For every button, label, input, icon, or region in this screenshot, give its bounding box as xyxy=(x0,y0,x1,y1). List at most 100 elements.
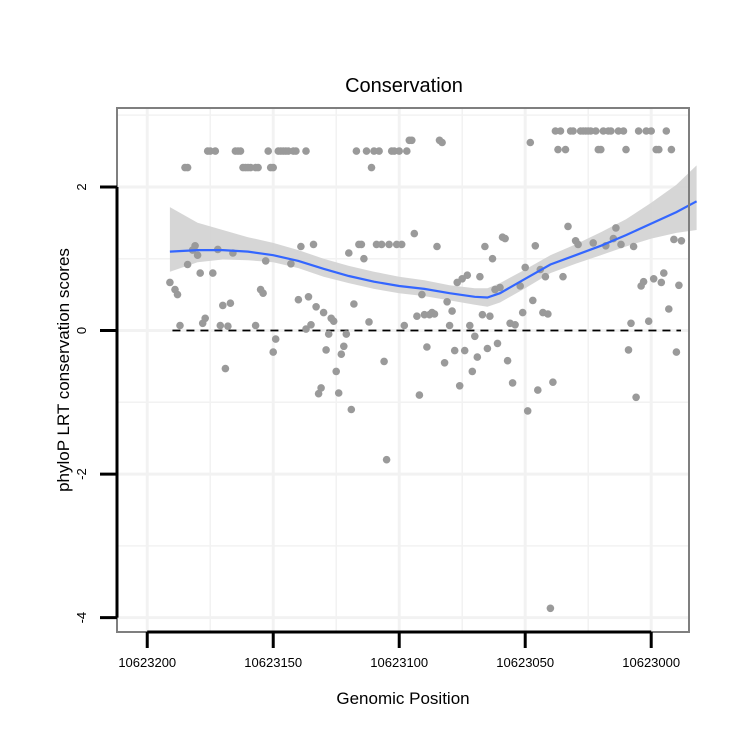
data-point xyxy=(183,163,192,172)
data-point xyxy=(556,127,565,135)
data-point xyxy=(287,260,295,268)
data-point xyxy=(597,145,605,154)
data-point xyxy=(166,278,174,287)
data-point xyxy=(544,310,552,318)
data-point xyxy=(357,240,366,249)
data-point xyxy=(503,356,512,365)
y-axis-title: phyloP LRT conservation scores xyxy=(54,248,73,492)
data-point xyxy=(455,382,464,390)
data-point xyxy=(589,239,597,247)
data-point xyxy=(501,234,509,243)
data-point xyxy=(466,321,474,330)
data-point xyxy=(592,127,600,135)
data-point xyxy=(342,330,351,338)
data-point xyxy=(413,312,421,321)
data-point xyxy=(347,405,356,414)
data-point xyxy=(345,249,353,257)
data-point xyxy=(312,303,320,311)
data-point xyxy=(173,290,182,299)
y-tick-label: -2 xyxy=(74,468,89,480)
data-point xyxy=(672,348,681,356)
data-point xyxy=(481,242,489,251)
data-point xyxy=(418,290,426,299)
data-point xyxy=(627,319,635,328)
data-point xyxy=(516,282,524,290)
data-point xyxy=(526,138,535,147)
data-point xyxy=(251,321,260,330)
y-tick-label: 2 xyxy=(74,183,89,190)
data-point xyxy=(294,295,303,304)
data-point xyxy=(665,305,673,313)
data-point xyxy=(496,283,504,292)
x-tick-label: 10623200 xyxy=(118,655,176,670)
data-point xyxy=(629,242,638,251)
data-point xyxy=(334,389,343,397)
data-point xyxy=(569,127,577,135)
data-point xyxy=(191,242,199,250)
data-point xyxy=(183,260,192,269)
data-point xyxy=(531,242,540,250)
data-point xyxy=(264,147,273,155)
data-point xyxy=(564,222,572,231)
data-point xyxy=(377,240,386,249)
data-point xyxy=(302,147,310,155)
data-point xyxy=(657,278,666,287)
data-point xyxy=(382,455,391,464)
data-point xyxy=(365,318,373,326)
data-point xyxy=(221,364,230,373)
data-point xyxy=(340,342,348,351)
data-point xyxy=(511,321,519,329)
data-point xyxy=(549,378,557,387)
data-point xyxy=(269,348,278,356)
data-point xyxy=(297,242,305,251)
data-point xyxy=(460,346,469,355)
data-point xyxy=(622,145,630,154)
data-point xyxy=(332,367,341,376)
data-point xyxy=(261,257,270,265)
data-point xyxy=(193,251,202,259)
data-point xyxy=(473,353,482,361)
data-point xyxy=(324,330,333,338)
data-point xyxy=(677,237,686,245)
data-point xyxy=(478,310,487,319)
data-point xyxy=(254,163,262,172)
data-point xyxy=(554,145,562,154)
data-point xyxy=(508,379,517,387)
data-point xyxy=(471,332,479,341)
data-point xyxy=(433,242,441,251)
data-point xyxy=(196,269,204,277)
data-point xyxy=(176,321,184,330)
data-point xyxy=(430,310,439,318)
data-point xyxy=(448,307,456,315)
data-point xyxy=(201,314,209,323)
smooth-line-group xyxy=(169,200,698,299)
x-tick-label: 10623000 xyxy=(622,655,680,670)
x-tick-label: 10623050 xyxy=(496,655,554,670)
data-point xyxy=(304,293,313,301)
data-point xyxy=(675,281,683,290)
data-point xyxy=(209,269,217,277)
data-point xyxy=(314,389,323,398)
data-point xyxy=(660,269,668,277)
data-point xyxy=(329,317,338,326)
data-point xyxy=(644,317,653,326)
data-point xyxy=(380,357,388,366)
data-point xyxy=(546,604,555,613)
data-point xyxy=(271,335,280,343)
x-axis: 10623200 10623150 10623100 10623050 10623000 xyxy=(118,630,680,670)
y-tick-label: -4 xyxy=(74,612,89,624)
data-point xyxy=(634,127,643,135)
data-point xyxy=(375,147,383,155)
data-point xyxy=(408,136,416,145)
data-point xyxy=(476,272,484,281)
data-point xyxy=(395,147,404,155)
x-axis-title: Genomic Position xyxy=(336,689,469,708)
data-point xyxy=(619,127,628,135)
data-point xyxy=(493,339,502,348)
data-point xyxy=(226,299,235,308)
data-point xyxy=(445,321,454,330)
data-point xyxy=(632,393,640,402)
data-point xyxy=(443,298,451,306)
data-point xyxy=(541,272,550,281)
